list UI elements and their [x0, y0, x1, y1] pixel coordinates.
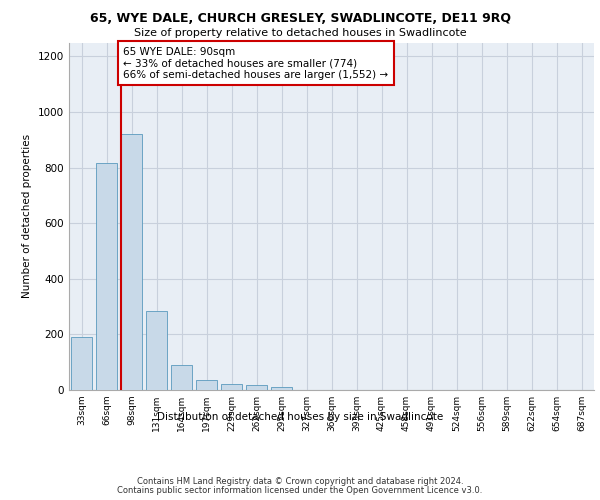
Bar	[146, 311, 167, 390]
Text: Contains public sector information licensed under the Open Government Licence v3: Contains public sector information licen…	[118, 486, 482, 495]
Bar	[246, 385, 267, 390]
Text: Distribution of detached houses by size in Swadlincote: Distribution of detached houses by size …	[157, 412, 443, 422]
Text: Contains HM Land Registry data © Crown copyright and database right 2024.: Contains HM Land Registry data © Crown c…	[137, 477, 463, 486]
Bar	[121, 134, 142, 390]
Y-axis label: Number of detached properties: Number of detached properties	[22, 134, 32, 298]
Bar	[96, 164, 117, 390]
Bar	[71, 337, 92, 390]
Text: Size of property relative to detached houses in Swadlincote: Size of property relative to detached ho…	[134, 28, 466, 38]
Text: 65, WYE DALE, CHURCH GRESLEY, SWADLINCOTE, DE11 9RQ: 65, WYE DALE, CHURCH GRESLEY, SWADLINCOT…	[89, 12, 511, 26]
Bar	[196, 380, 217, 390]
Bar	[271, 386, 292, 390]
Text: 65 WYE DALE: 90sqm
← 33% of detached houses are smaller (774)
66% of semi-detach: 65 WYE DALE: 90sqm ← 33% of detached hou…	[124, 46, 389, 80]
Bar	[171, 365, 192, 390]
Bar	[221, 384, 242, 390]
